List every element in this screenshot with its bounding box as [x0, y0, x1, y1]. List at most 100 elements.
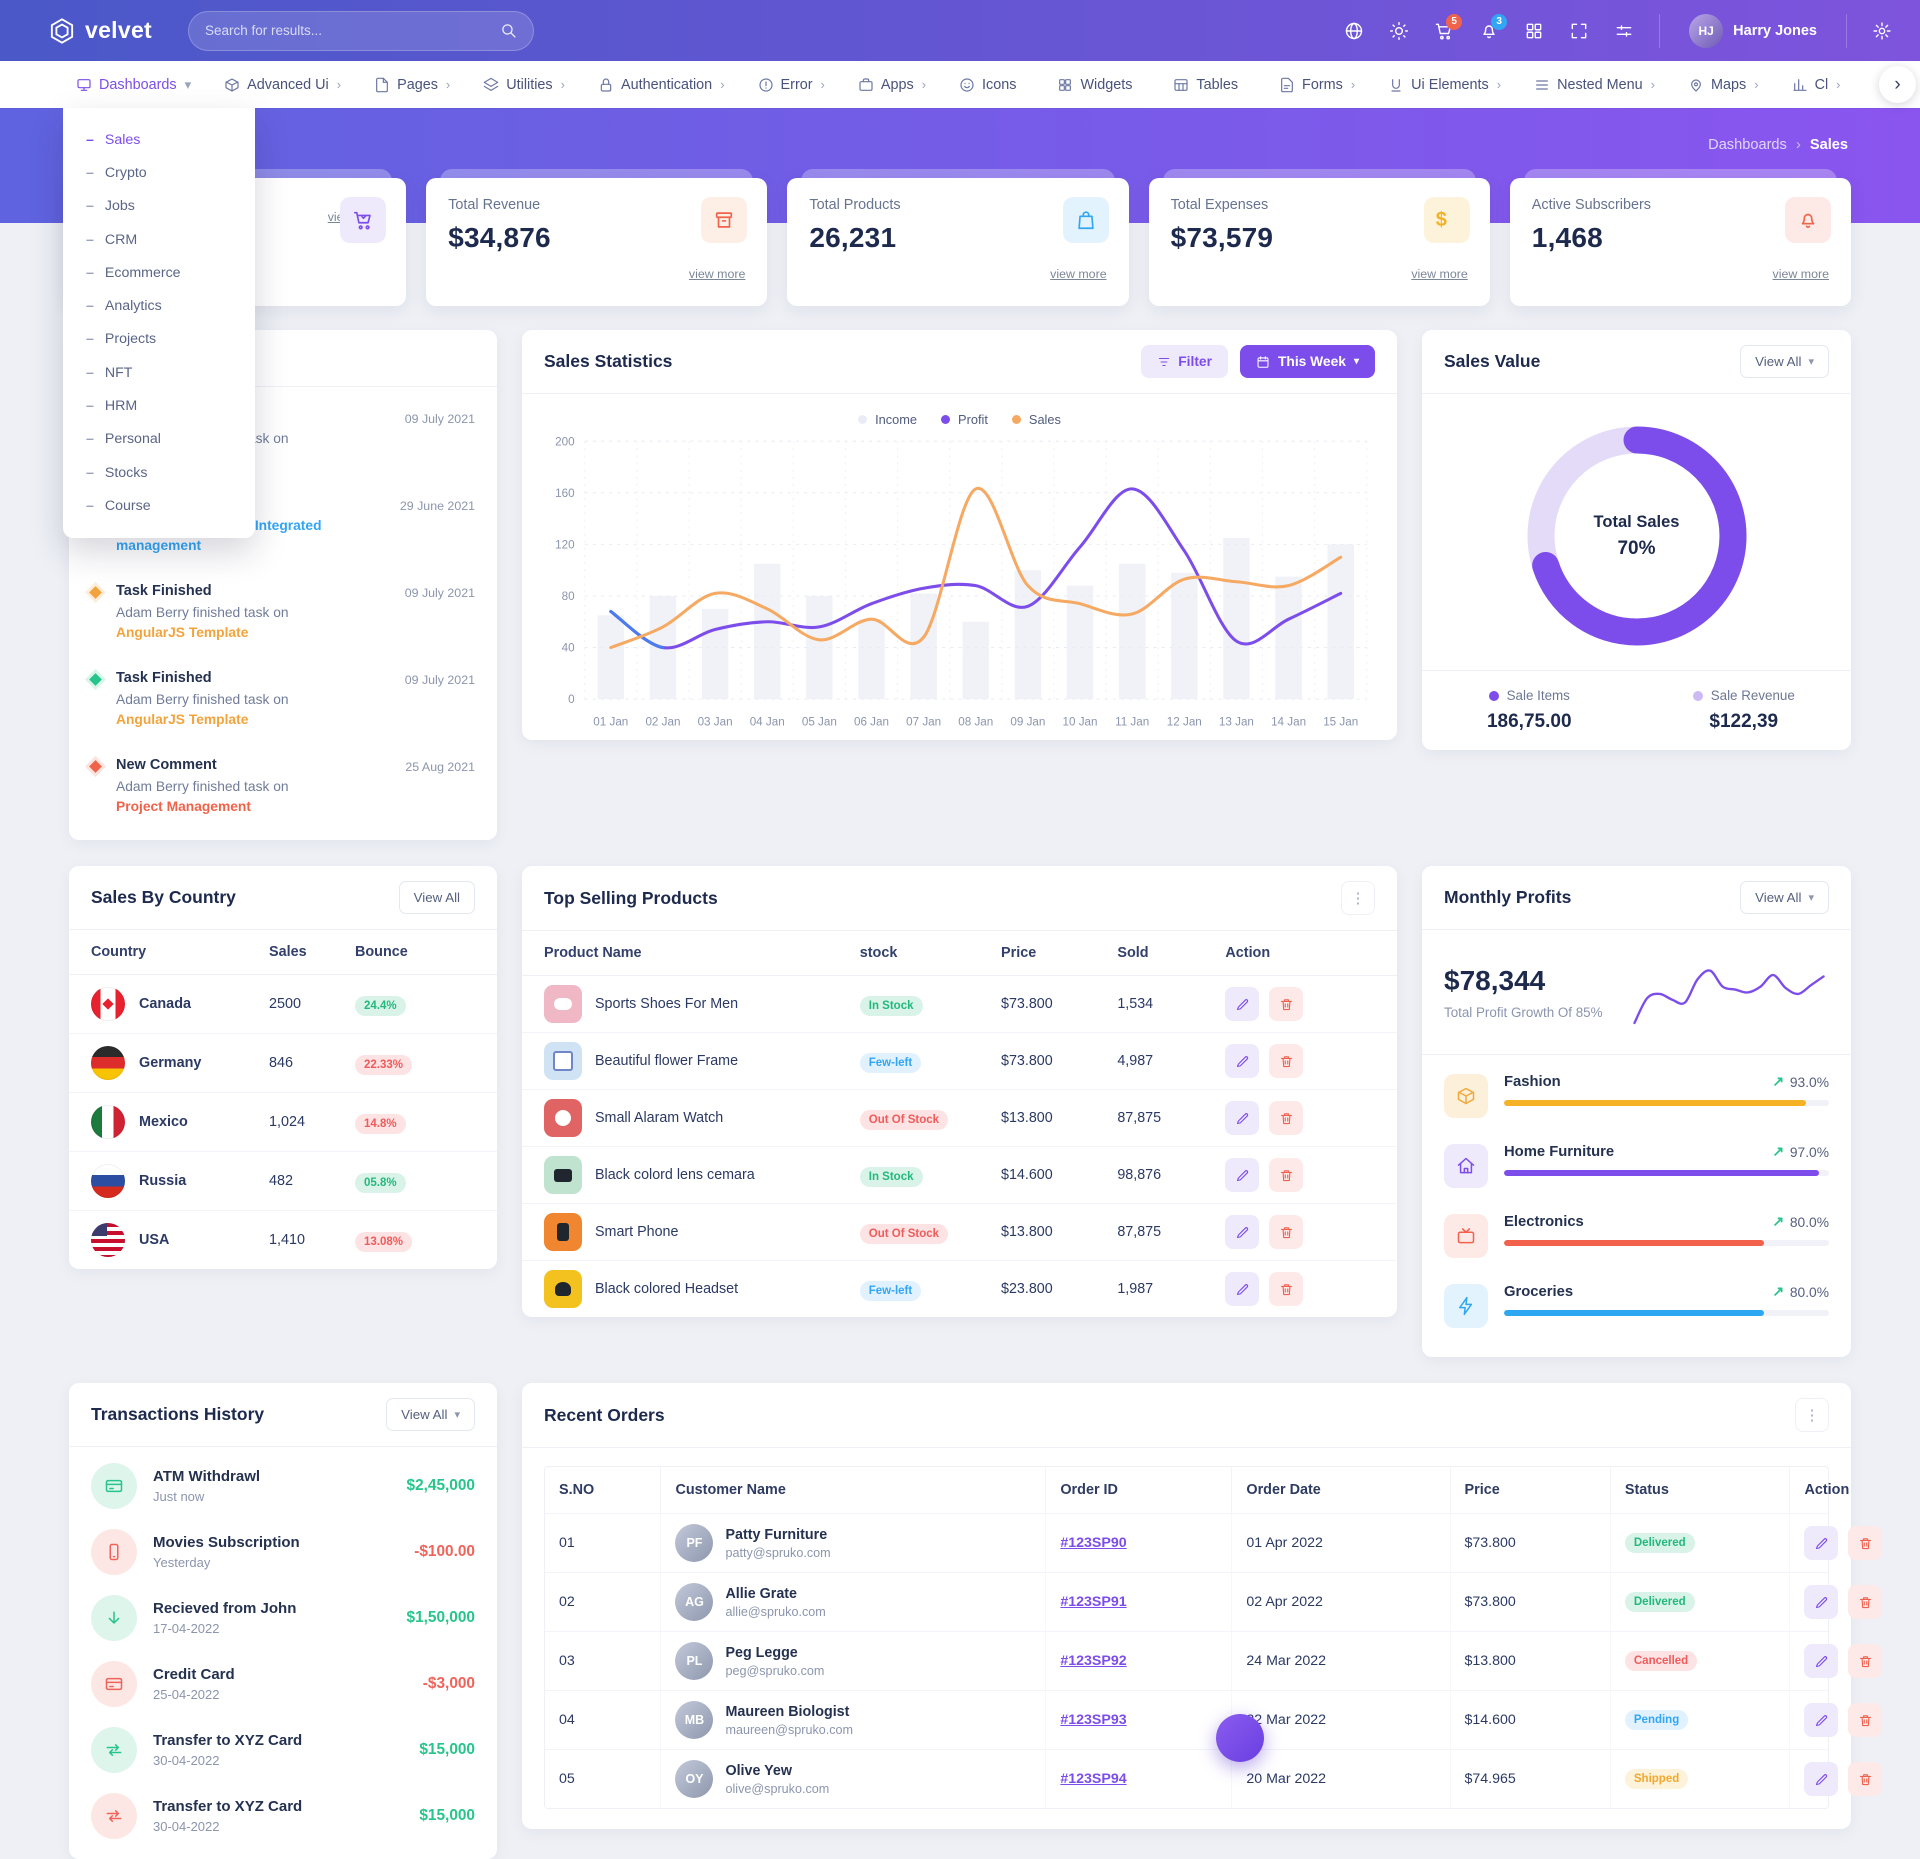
- delete-button[interactable]: [1269, 987, 1304, 1021]
- apps-grid-icon[interactable]: [1524, 21, 1544, 41]
- activity-item[interactable]: Task Finished Adam Berry finished task o…: [89, 569, 475, 656]
- filter-button[interactable]: Filter: [1141, 345, 1228, 378]
- language-globe-icon[interactable]: [1344, 21, 1364, 41]
- delete-button[interactable]: [1848, 1526, 1883, 1560]
- transaction-row[interactable]: Transfer to XYZ Card 30-04-2022 $15,000: [91, 1783, 475, 1849]
- edit-button[interactable]: [1804, 1703, 1839, 1737]
- notifications-bell-icon[interactable]: 3: [1479, 13, 1508, 41]
- edit-button[interactable]: [1225, 987, 1260, 1021]
- delete-button[interactable]: [1269, 1158, 1304, 1192]
- transaction-row[interactable]: ATM Withdrawl Just now $2,45,000: [91, 1453, 475, 1519]
- profit-category-row[interactable]: Groceries ↗ 80.0%: [1444, 1271, 1829, 1341]
- view-more-link[interactable]: view more: [1411, 267, 1468, 281]
- table-row[interactable]: 05 OY Olive Yew olive@spruko.com #123SP9…: [545, 1749, 1883, 1808]
- dropdown-menu-item[interactable]: – Analytics: [86, 298, 162, 315]
- edit-button[interactable]: [1804, 1644, 1839, 1678]
- table-row[interactable]: Germany 846 22.33%: [69, 1034, 497, 1093]
- dropdown-menu-item[interactable]: – HRM: [86, 398, 138, 415]
- search-input[interactable]: [205, 23, 501, 38]
- order-id-link[interactable]: #123SP91: [1060, 1594, 1127, 1610]
- delete-button[interactable]: [1269, 1044, 1304, 1078]
- table-row[interactable]: Black colord lens cemara In Stock $14.60…: [522, 1147, 1397, 1204]
- dropdown-menu-item[interactable]: – Stocks: [86, 464, 148, 481]
- menu-item[interactable]: Cl ›: [1792, 77, 1841, 93]
- edit-button[interactable]: [1225, 1044, 1260, 1078]
- table-row[interactable]: Canada 2500 24.4%: [69, 975, 497, 1034]
- view-all-button[interactable]: View All ▾: [386, 1398, 475, 1431]
- settings-gear-icon[interactable]: [1872, 21, 1892, 41]
- edit-button[interactable]: [1225, 1215, 1260, 1249]
- edit-button[interactable]: [1804, 1526, 1839, 1560]
- kebab-menu-icon[interactable]: ⋮: [1795, 1398, 1829, 1432]
- profit-category-row[interactable]: Home Furniture ↗ 97.0%: [1444, 1131, 1829, 1201]
- menu-item[interactable]: Advanced Ui ›: [224, 77, 341, 93]
- menu-scroll-right-button[interactable]: ›: [1879, 66, 1916, 103]
- menu-item[interactable]: Tables: [1173, 77, 1246, 93]
- dropdown-menu-item[interactable]: – Jobs: [86, 198, 135, 215]
- view-more-link[interactable]: view more: [1772, 267, 1829, 281]
- edit-button[interactable]: [1225, 1158, 1260, 1192]
- breadcrumb-parent[interactable]: Dashboards: [1708, 136, 1787, 153]
- transaction-row[interactable]: Transfer to XYZ Card 30-04-2022 $15,000: [91, 1717, 475, 1783]
- kebab-menu-icon[interactable]: ⋮: [1341, 881, 1375, 915]
- legend-item[interactable]: Income: [858, 412, 917, 427]
- view-all-button[interactable]: View All: [398, 881, 475, 914]
- dropdown-menu-item[interactable]: – NFT: [86, 364, 133, 381]
- table-row[interactable]: 01 PF Patty Furniture patty@spruko.com #…: [545, 1513, 1883, 1572]
- table-row[interactable]: 03 PL Peg Legge peg@spruko.com #123SP92 …: [545, 1631, 1883, 1690]
- legend-item[interactable]: Profit: [941, 412, 988, 427]
- menu-item[interactable]: Icons: [959, 77, 1024, 93]
- menu-item[interactable]: Apps ›: [858, 77, 926, 93]
- activity-link[interactable]: Project Management: [116, 799, 251, 814]
- dropdown-menu-item[interactable]: – Ecommerce: [86, 264, 181, 281]
- menu-item[interactable]: Error ›: [758, 77, 825, 93]
- dropdown-menu-item[interactable]: – Projects: [86, 331, 157, 348]
- legend-item[interactable]: Sales: [1011, 412, 1061, 427]
- delete-button[interactable]: [1848, 1644, 1883, 1678]
- fullscreen-icon[interactable]: [1569, 21, 1589, 41]
- dropdown-menu-item[interactable]: – Sales: [86, 131, 141, 148]
- view-more-link[interactable]: view more: [688, 267, 746, 281]
- delete-button[interactable]: [1848, 1585, 1883, 1619]
- menu-item[interactable]: Ui Elements ›: [1388, 77, 1501, 93]
- sliders-icon[interactable]: [1614, 21, 1634, 41]
- table-row[interactable]: Russia 482 05.8%: [69, 1152, 497, 1211]
- activity-link[interactable]: AngularJS Template: [116, 712, 249, 727]
- menu-item[interactable]: Nested Menu ›: [1534, 77, 1655, 93]
- dropdown-menu-item[interactable]: – Crypto: [86, 164, 147, 181]
- period-select-button[interactable]: This Week ▾: [1239, 345, 1375, 378]
- transaction-row[interactable]: Movies Subscription Yesterday -$100.00: [91, 1519, 475, 1585]
- cart-icon[interactable]: 5: [1434, 13, 1463, 41]
- order-id-link[interactable]: #123SP93: [1060, 1712, 1127, 1728]
- view-all-button[interactable]: View All ▾: [1740, 345, 1829, 378]
- menu-item[interactable]: Dashboards ▾: [76, 77, 191, 93]
- edit-button[interactable]: [1225, 1272, 1260, 1306]
- table-row[interactable]: 04 MB Maureen Biologist maureen@spruko.c…: [545, 1690, 1883, 1749]
- brand-logo[interactable]: velvet: [48, 17, 152, 45]
- table-row[interactable]: Black colored Headset Few-left $23.800 1…: [522, 1261, 1397, 1317]
- order-id-link[interactable]: #123SP92: [1060, 1653, 1127, 1669]
- view-more-link[interactable]: view more: [1050, 267, 1107, 281]
- activity-item[interactable]: New Comment Adam Berry finished task on …: [89, 743, 475, 830]
- activity-item[interactable]: Task Finished Adam Berry finished task o…: [89, 656, 475, 743]
- delete-button[interactable]: [1848, 1762, 1883, 1796]
- chat-bubble-button[interactable]: [1216, 1714, 1264, 1762]
- activity-link[interactable]: Integrated management: [116, 518, 322, 553]
- theme-sun-icon[interactable]: [1389, 21, 1409, 41]
- edit-button[interactable]: [1225, 1101, 1260, 1135]
- order-id-link[interactable]: #123SP94: [1060, 1771, 1127, 1787]
- search-icon[interactable]: [500, 22, 517, 39]
- table-row[interactable]: Mexico 1,024 14.8%: [69, 1093, 497, 1152]
- table-row[interactable]: Beautiful flower Frame Few-left $73.800 …: [522, 1033, 1397, 1090]
- profit-category-row[interactable]: Fashion ↗ 93.0%: [1444, 1061, 1829, 1131]
- table-row[interactable]: Small Alaram Watch Out Of Stock $13.800 …: [522, 1090, 1397, 1147]
- edit-button[interactable]: [1804, 1585, 1839, 1619]
- view-all-button[interactable]: View All ▾: [1740, 881, 1829, 914]
- dropdown-menu-item[interactable]: – Course: [86, 497, 151, 514]
- transaction-row[interactable]: Recieved from John 17-04-2022 $1,50,000: [91, 1585, 475, 1651]
- menu-item[interactable]: Utilities ›: [483, 77, 565, 93]
- edit-button[interactable]: [1804, 1762, 1839, 1796]
- delete-button[interactable]: [1269, 1101, 1304, 1135]
- user-menu[interactable]: HJ Harry Jones: [1685, 13, 1821, 48]
- table-row[interactable]: USA 1,410 13.08%: [69, 1211, 497, 1269]
